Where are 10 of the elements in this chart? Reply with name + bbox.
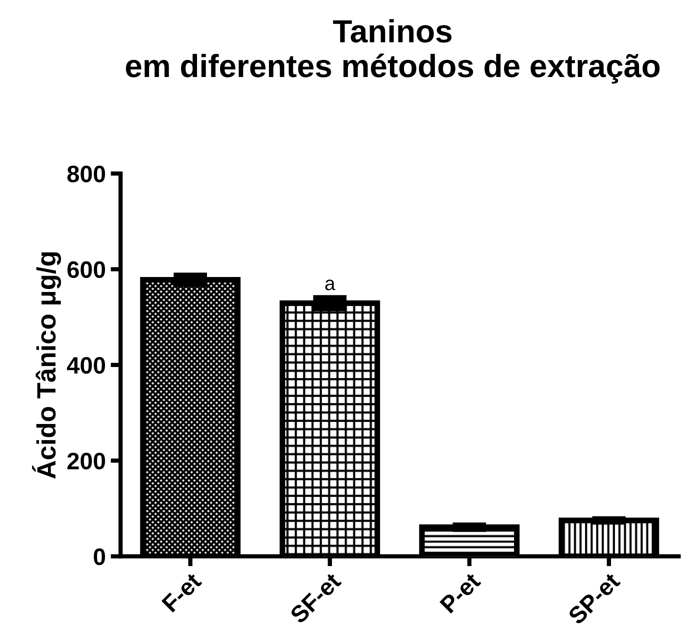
y-tick-label: 0 bbox=[94, 548, 106, 566]
x-tick-label: P-et bbox=[440, 572, 482, 614]
y-tick-label: 200 bbox=[67, 452, 106, 470]
x-tick-label: F-et bbox=[161, 572, 202, 613]
y-axis-title: Ácido Tânico μg/g bbox=[32, 252, 62, 479]
y-tick-label: 600 bbox=[67, 261, 106, 278]
y-tick-label: 800 bbox=[67, 166, 106, 182]
chart-title: Taninos em diferentes métodos de extração bbox=[126, 19, 660, 84]
y-tick-label: 400 bbox=[66, 357, 106, 374]
annotation: a bbox=[325, 280, 336, 290]
